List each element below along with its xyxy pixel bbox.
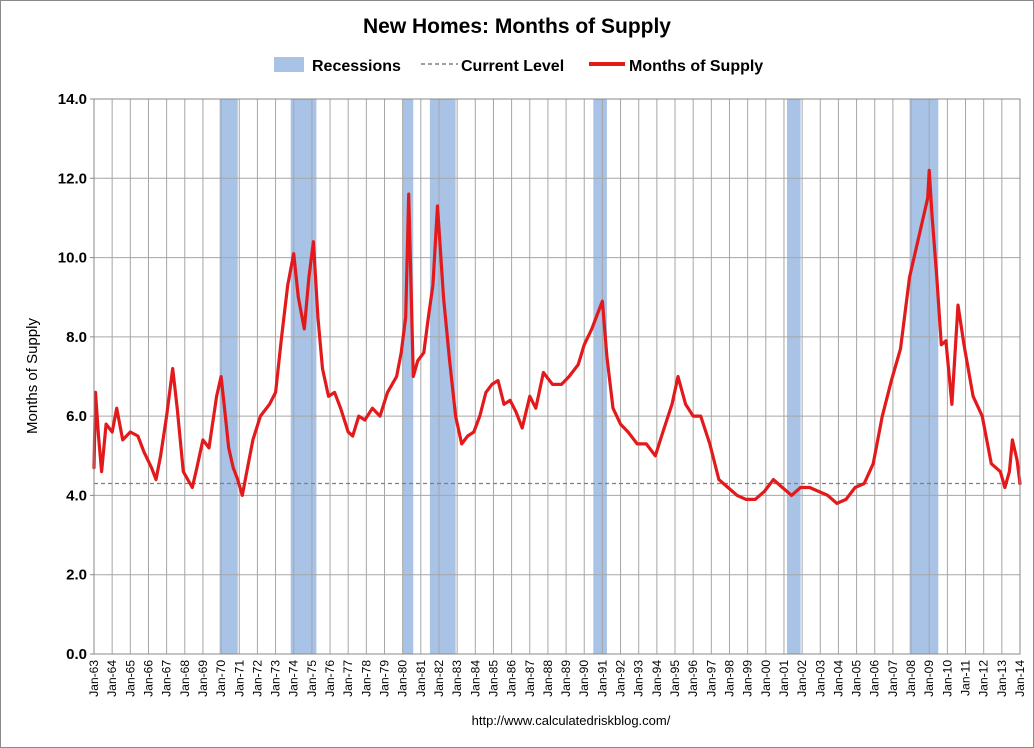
x-tick-label-22: Jan-85 bbox=[486, 660, 500, 697]
y-tick-label-0: 0.0 bbox=[66, 646, 87, 663]
x-tick-label-33: Jan-96 bbox=[686, 660, 700, 697]
recession-band-1 bbox=[290, 99, 317, 654]
recession-band-0 bbox=[219, 99, 238, 654]
recession-bands bbox=[219, 99, 939, 654]
legend: Recessions Current Level Months of Suppl… bbox=[274, 57, 763, 75]
x-tick-label-5: Jan-68 bbox=[178, 660, 192, 697]
x-tick-label-23: Jan-86 bbox=[505, 660, 519, 697]
x-tick-label-47: Jan-10 bbox=[940, 660, 954, 697]
x-tick-label-4: Jan-67 bbox=[160, 660, 174, 697]
x-tick-label-18: Jan-81 bbox=[414, 660, 428, 697]
x-tick-label-28: Jan-91 bbox=[595, 660, 609, 697]
legend-recessions-swatch bbox=[274, 57, 304, 72]
x-tick-label-50: Jan-13 bbox=[995, 660, 1009, 697]
x-tick-label-38: Jan-01 bbox=[777, 660, 791, 697]
x-tick-label-9: Jan-72 bbox=[250, 660, 264, 697]
y-tick-label-6: 12.0 bbox=[58, 170, 87, 187]
x-tick-label-11: Jan-74 bbox=[287, 660, 301, 697]
x-tick-label-44: Jan-07 bbox=[886, 660, 900, 697]
x-tick-label-16: Jan-79 bbox=[378, 660, 392, 697]
x-tick-label-34: Jan-97 bbox=[704, 660, 718, 697]
x-tick-label-29: Jan-92 bbox=[614, 660, 628, 697]
x-tick-label-49: Jan-12 bbox=[977, 660, 991, 697]
y-tick-label-1: 2.0 bbox=[66, 567, 87, 584]
x-tick-label-36: Jan-99 bbox=[741, 660, 755, 697]
legend-current-level-label: Current Level bbox=[461, 58, 564, 75]
x-tick-label-2: Jan-65 bbox=[123, 660, 137, 697]
x-tick-label-20: Jan-83 bbox=[450, 660, 464, 697]
x-tick-label-17: Jan-80 bbox=[396, 660, 410, 697]
legend-months-of-supply-label: Months of Supply bbox=[629, 58, 763, 75]
x-tick-label-26: Jan-89 bbox=[559, 660, 573, 697]
y-tick-label-5: 10.0 bbox=[58, 250, 87, 267]
y-axis-ticks: 0.0 2.0 4.0 6.0 8.0 10.0 12.0 14.0 bbox=[58, 91, 94, 663]
plot-background bbox=[94, 99, 1020, 654]
x-tick-label-25: Jan-88 bbox=[541, 660, 555, 697]
x-tick-label-35: Jan-98 bbox=[722, 660, 736, 697]
legend-recessions-label: Recessions bbox=[312, 58, 401, 75]
x-tick-label-3: Jan-66 bbox=[141, 660, 155, 697]
x-tick-label-39: Jan-02 bbox=[795, 660, 809, 697]
x-tick-label-10: Jan-73 bbox=[269, 660, 283, 697]
x-tick-label-46: Jan-09 bbox=[922, 660, 936, 697]
recession-band-5 bbox=[786, 99, 801, 654]
x-axis-ticks: Jan-63 Jan-64 Jan-65 Jan-66 Jan-67 Jan-68 Jan-… bbox=[87, 660, 1027, 697]
x-tick-label-51: Jan-14 bbox=[1013, 660, 1027, 697]
x-tick-label-30: Jan-93 bbox=[632, 660, 646, 697]
y-axis-label: Months of Supply bbox=[24, 318, 41, 434]
x-tick-label-48: Jan-11 bbox=[959, 660, 973, 696]
x-tick-label-1: Jan-64 bbox=[105, 660, 119, 697]
x-tick-label-42: Jan-05 bbox=[850, 660, 864, 697]
x-tick-label-19: Jan-82 bbox=[432, 660, 446, 697]
y-tick-label-7: 14.0 bbox=[58, 91, 87, 108]
y-tick-label-3: 6.0 bbox=[66, 408, 87, 425]
x-tick-label-8: Jan-71 bbox=[232, 660, 246, 697]
chart-title: New Homes: Months of Supply bbox=[363, 15, 671, 38]
x-tick-label-32: Jan-95 bbox=[668, 660, 682, 697]
recession-band-2 bbox=[402, 99, 414, 654]
x-tick-label-14: Jan-77 bbox=[341, 660, 355, 697]
recession-band-6 bbox=[909, 99, 939, 654]
plot-border bbox=[93, 98, 1021, 655]
x-tick-label-15: Jan-78 bbox=[359, 660, 373, 697]
x-tick-label-43: Jan-06 bbox=[868, 660, 882, 697]
x-tick-label-40: Jan-03 bbox=[813, 660, 827, 697]
source-credit: http://www.calculatedriskblog.com/ bbox=[472, 713, 671, 728]
x-tick-label-31: Jan-94 bbox=[650, 660, 664, 697]
x-tick-label-12: Jan-75 bbox=[305, 660, 319, 697]
x-tick-label-24: Jan-87 bbox=[523, 660, 537, 697]
x-tick-label-27: Jan-90 bbox=[577, 660, 591, 697]
x-tick-label-13: Jan-76 bbox=[323, 660, 337, 697]
x-tick-label-45: Jan-08 bbox=[904, 660, 918, 697]
x-tick-label-41: Jan-04 bbox=[831, 660, 845, 697]
y-tick-label-2: 4.0 bbox=[66, 487, 87, 504]
x-tick-label-37: Jan-00 bbox=[759, 660, 773, 697]
y-tick-label-4: 8.0 bbox=[66, 329, 87, 346]
x-tick-label-0: Jan-63 bbox=[87, 660, 101, 697]
x-tick-label-6: Jan-69 bbox=[196, 660, 210, 697]
x-tick-label-21: Jan-84 bbox=[468, 660, 482, 697]
recession-band-4 bbox=[593, 99, 607, 654]
x-tick-label-7: Jan-70 bbox=[214, 660, 228, 697]
series-line-months-of-supply bbox=[92, 168, 1022, 505]
plot-area bbox=[92, 98, 1022, 655]
